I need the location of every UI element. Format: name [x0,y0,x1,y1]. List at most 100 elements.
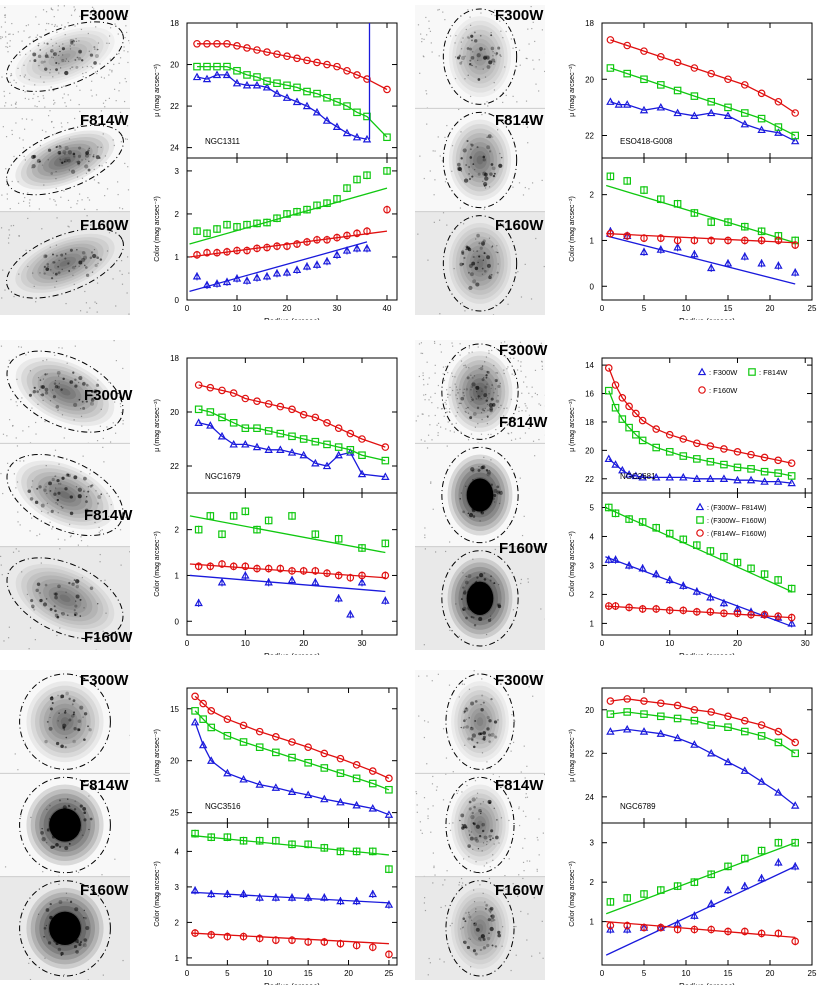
color-fit-line [605,506,792,593]
sb-point [276,429,285,438]
sb-point [352,774,361,783]
color-fit-line [189,574,386,593]
color-fit-line [189,515,386,554]
sb-point [292,97,302,106]
color-point [706,592,715,601]
color-point [346,573,355,582]
color-point [299,567,308,575]
color-point [217,577,227,586]
color-point [242,276,252,284]
sb-point [757,114,766,123]
color-point [719,598,729,607]
sb-point [332,122,342,131]
y-tick-label: 4 [175,847,180,856]
y-axis-label: μ (mag arcsec⁻²) [154,64,161,117]
sb-series-f160w [191,692,393,783]
color-point [706,263,716,272]
sb-point [353,108,361,117]
sb-point [312,107,322,116]
sb-series-f300w [606,724,800,809]
sb-point [774,456,782,465]
color-point [707,925,716,934]
sb-point [202,74,212,83]
sb-point [239,774,248,783]
galaxy-image-f300w [415,5,545,109]
sb-point [623,695,632,703]
color-point [311,577,320,586]
color-point [255,836,264,845]
color-point [194,525,203,534]
sb-point [673,714,682,723]
color-point [673,236,682,245]
color-point [740,252,750,260]
sb-point [707,721,716,729]
color-point [381,571,390,580]
color-point [363,227,371,235]
color-point [213,225,221,233]
sb-point [255,727,264,736]
color-point [353,229,361,238]
galaxy-image-f814w [0,107,130,213]
color-point [690,209,699,217]
color-panel-axes: 0 5 10 15 20 25 1 2 3 4 Color (mag arcsec⁻²) Radius… [154,822,398,985]
color-point [692,587,702,595]
color-point [333,195,341,203]
sb-point [741,716,749,725]
color-point [282,268,292,276]
color-point [343,231,351,240]
sb-point [611,381,620,389]
x-tick-label: 30 [358,639,367,648]
filter-label-f300w: F300W [80,7,129,24]
filter-label-f160w: F160W [495,217,544,234]
sb-point [657,52,665,61]
sb-point [625,423,633,432]
color-point [243,246,251,255]
color-point [693,608,701,616]
color-point [622,925,632,933]
color-point [206,562,215,571]
color-point [255,934,264,943]
color-point [358,571,366,580]
sb-point [622,724,632,733]
sb-point [199,699,207,708]
color-point [640,186,648,194]
color-series-f814w-f160w [189,205,391,259]
sb-point [606,697,615,705]
color-point [640,923,648,932]
sb-point [385,774,393,783]
legend-label: : F814W [759,368,788,377]
sb-point [334,443,343,451]
isophote-ellipse [442,215,518,312]
legend-marker [696,516,704,524]
color-point [665,575,674,584]
color-point [606,898,615,906]
sb-point [690,111,699,119]
sb-point [719,474,729,482]
x-tick-label: 20 [344,969,353,978]
sb-point [313,89,321,98]
isophote-ellipse [19,673,111,770]
sb-point [679,472,688,481]
sb-point [303,56,311,65]
color-point [212,279,222,287]
color-point [213,248,221,257]
color-point [611,555,620,563]
color-point [720,609,728,618]
color-point [320,844,329,852]
filter-label-f814w: F814W [495,777,544,794]
sb-point [638,436,647,445]
color-point [334,535,343,543]
sb-point [194,381,203,389]
sb-point [253,397,261,406]
y-axis-label: Color (mag arcsec⁻²) [154,531,161,597]
color-point [787,618,796,627]
color-fit-line [605,842,796,915]
sb-point [656,729,666,737]
sb-point [640,697,648,705]
color-point [760,570,769,578]
sb-panel-axes: 14 16 18 20 22 μ (mag arcsec⁻²) [569,357,813,494]
sb-series-f160w [194,381,390,451]
legend-entry-f300w: : F300W [697,367,738,377]
sb-point [194,405,203,414]
color-point [690,249,699,258]
